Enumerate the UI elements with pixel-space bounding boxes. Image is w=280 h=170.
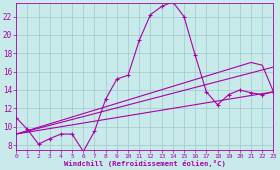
X-axis label: Windchill (Refroidissement éolien,°C): Windchill (Refroidissement éolien,°C) xyxy=(64,160,226,167)
